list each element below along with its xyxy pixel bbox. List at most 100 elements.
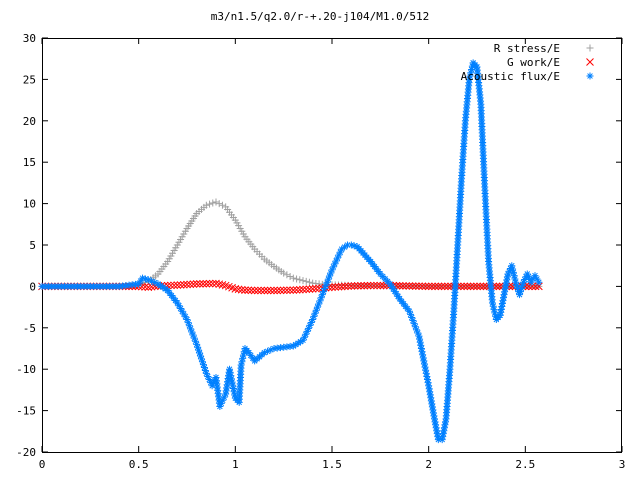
data-point	[151, 279, 159, 287]
data-point	[293, 275, 301, 283]
data-point	[423, 376, 431, 384]
data-point	[399, 281, 407, 290]
data-point	[419, 354, 427, 362]
data-point	[320, 288, 328, 296]
data-point	[431, 282, 439, 291]
data-point	[305, 285, 314, 293]
data-point	[183, 316, 191, 324]
data-point	[489, 302, 497, 310]
data-point	[238, 358, 246, 366]
data-point	[511, 275, 519, 283]
data-point	[366, 281, 375, 290]
data-point	[308, 285, 317, 293]
data-point	[148, 277, 156, 285]
data-point	[434, 433, 442, 441]
data-point	[245, 349, 253, 357]
data-point	[384, 277, 392, 285]
data-point	[198, 355, 205, 363]
data-point	[512, 278, 520, 286]
data-point	[527, 278, 535, 286]
data-point	[316, 297, 324, 305]
data-point	[360, 281, 369, 290]
data-point	[431, 418, 439, 426]
data-point	[439, 430, 447, 438]
data-point	[432, 421, 440, 429]
data-point	[343, 241, 351, 249]
data-point	[193, 340, 201, 348]
data-point	[440, 424, 448, 432]
data-point	[212, 279, 220, 288]
data-point	[219, 396, 227, 404]
data-point	[234, 285, 243, 294]
data-point	[460, 282, 468, 291]
data-point	[414, 329, 422, 337]
data-point	[312, 306, 320, 314]
data-point	[501, 285, 509, 293]
data-point	[209, 199, 217, 207]
data-point	[289, 286, 298, 294]
data-point	[332, 257, 340, 265]
y-tick-label: 30	[23, 32, 36, 45]
data-point	[305, 324, 313, 332]
data-point	[421, 282, 430, 291]
data-point	[206, 200, 214, 208]
x-tick-label: 0	[39, 458, 46, 471]
data-point	[496, 311, 504, 319]
data-point	[438, 436, 446, 444]
data-point	[328, 266, 336, 274]
data-point	[208, 382, 216, 390]
data-point	[501, 288, 509, 296]
data-point	[189, 280, 198, 288]
data-point	[466, 72, 474, 80]
data-point	[289, 274, 297, 282]
data-point	[516, 291, 524, 299]
data-point	[189, 331, 197, 339]
data-point	[492, 312, 500, 320]
data-point	[229, 381, 237, 389]
data-point	[440, 282, 449, 291]
data-point	[521, 276, 529, 283]
data-point	[229, 385, 237, 393]
data-point	[513, 281, 521, 289]
data-point	[428, 282, 436, 291]
data-point	[209, 379, 217, 387]
data-point	[205, 376, 213, 384]
data-point	[409, 317, 417, 325]
x-tick-label: 1.5	[322, 458, 342, 471]
data-point	[430, 412, 438, 420]
data-point	[280, 269, 288, 277]
y-tick-label: 25	[23, 73, 36, 86]
data-point	[314, 303, 321, 311]
data-point	[257, 286, 265, 295]
data-point	[318, 291, 326, 299]
data-point	[286, 272, 294, 280]
data-point	[230, 388, 238, 396]
data-point	[335, 251, 343, 259]
data-point	[237, 361, 245, 369]
data-point	[525, 273, 533, 281]
data-point	[388, 282, 396, 290]
data-point	[190, 334, 198, 342]
data-point	[147, 282, 156, 291]
data-point	[442, 418, 450, 426]
data-point	[363, 281, 372, 290]
data-point	[433, 430, 441, 438]
data-point	[176, 281, 185, 289]
data-point	[202, 279, 211, 288]
data-point	[170, 281, 178, 290]
data-point	[500, 294, 508, 302]
data-point	[215, 200, 223, 208]
data-point	[312, 284, 320, 293]
data-point	[469, 282, 478, 291]
data-point	[331, 260, 339, 268]
data-point	[303, 327, 311, 335]
data-point	[468, 65, 476, 73]
data-point	[302, 330, 310, 338]
data-point	[405, 282, 414, 290]
data-point	[196, 349, 204, 357]
data-point	[417, 341, 425, 349]
data-point	[177, 304, 185, 312]
data-point	[198, 358, 206, 366]
